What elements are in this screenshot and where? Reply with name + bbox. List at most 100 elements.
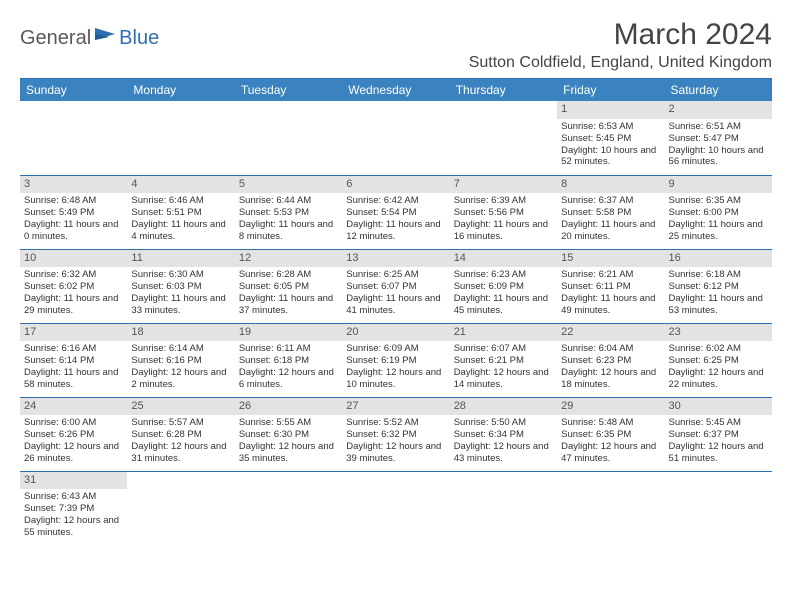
day-number: 9 bbox=[665, 176, 772, 194]
calendar-cell: 25Sunrise: 5:57 AMSunset: 6:28 PMDayligh… bbox=[127, 397, 234, 471]
calendar-cell bbox=[450, 471, 557, 545]
day-body: Sunrise: 6:35 AMSunset: 6:00 PMDaylight:… bbox=[665, 193, 772, 247]
calendar-cell: 20Sunrise: 6:09 AMSunset: 6:19 PMDayligh… bbox=[342, 323, 449, 397]
day-body: Sunrise: 6:04 AMSunset: 6:23 PMDaylight:… bbox=[557, 341, 664, 395]
daylight-line: Daylight: 11 hours and 58 minutes. bbox=[24, 367, 123, 391]
daylight-line: Daylight: 10 hours and 52 minutes. bbox=[561, 145, 660, 169]
day-number: 31 bbox=[20, 472, 127, 490]
daylight-line: Daylight: 11 hours and 33 minutes. bbox=[131, 293, 230, 317]
day-body: Sunrise: 6:02 AMSunset: 6:25 PMDaylight:… bbox=[665, 341, 772, 395]
sunrise-line: Sunrise: 6:07 AM bbox=[454, 343, 553, 355]
calendar-body: 1Sunrise: 6:53 AMSunset: 5:45 PMDaylight… bbox=[20, 101, 772, 545]
calendar-cell: 29Sunrise: 5:48 AMSunset: 6:35 PMDayligh… bbox=[557, 397, 664, 471]
sunrise-line: Sunrise: 6:28 AM bbox=[239, 269, 338, 281]
sunset-line: Sunset: 7:39 PM bbox=[24, 503, 123, 515]
day-body: Sunrise: 6:30 AMSunset: 6:03 PMDaylight:… bbox=[127, 267, 234, 321]
day-body: Sunrise: 6:11 AMSunset: 6:18 PMDaylight:… bbox=[235, 341, 342, 395]
daylight-line: Daylight: 12 hours and 26 minutes. bbox=[24, 441, 123, 465]
day-number: 8 bbox=[557, 176, 664, 194]
logo-text-general: General bbox=[20, 27, 91, 50]
day-header: Sunday bbox=[20, 79, 127, 101]
calendar-cell: 13Sunrise: 6:25 AMSunset: 6:07 PMDayligh… bbox=[342, 249, 449, 323]
day-number: 28 bbox=[450, 398, 557, 416]
day-number: 10 bbox=[20, 250, 127, 268]
day-number: 26 bbox=[235, 398, 342, 416]
sunrise-line: Sunrise: 5:50 AM bbox=[454, 417, 553, 429]
sunrise-line: Sunrise: 6:44 AM bbox=[239, 195, 338, 207]
calendar-cell: 16Sunrise: 6:18 AMSunset: 6:12 PMDayligh… bbox=[665, 249, 772, 323]
calendar-cell: 1Sunrise: 6:53 AMSunset: 5:45 PMDaylight… bbox=[557, 101, 664, 175]
day-number: 23 bbox=[665, 324, 772, 342]
daylight-line: Daylight: 11 hours and 45 minutes. bbox=[454, 293, 553, 317]
day-body: Sunrise: 6:09 AMSunset: 6:19 PMDaylight:… bbox=[342, 341, 449, 395]
day-header: Friday bbox=[557, 79, 664, 101]
page-title: March 2024 bbox=[469, 18, 772, 52]
calendar-cell: 7Sunrise: 6:39 AMSunset: 5:56 PMDaylight… bbox=[450, 175, 557, 249]
daylight-line: Daylight: 12 hours and 31 minutes. bbox=[131, 441, 230, 465]
sunrise-line: Sunrise: 5:45 AM bbox=[669, 417, 768, 429]
sunset-line: Sunset: 6:05 PM bbox=[239, 281, 338, 293]
sunset-line: Sunset: 5:56 PM bbox=[454, 207, 553, 219]
day-number: 4 bbox=[127, 176, 234, 194]
calendar-cell: 31Sunrise: 6:43 AMSunset: 7:39 PMDayligh… bbox=[20, 471, 127, 545]
daylight-line: Daylight: 12 hours and 18 minutes. bbox=[561, 367, 660, 391]
daylight-line: Daylight: 11 hours and 0 minutes. bbox=[24, 219, 123, 243]
sunrise-line: Sunrise: 6:04 AM bbox=[561, 343, 660, 355]
sunset-line: Sunset: 6:26 PM bbox=[24, 429, 123, 441]
daylight-line: Daylight: 11 hours and 37 minutes. bbox=[239, 293, 338, 317]
calendar-cell: 27Sunrise: 5:52 AMSunset: 6:32 PMDayligh… bbox=[342, 397, 449, 471]
sunrise-line: Sunrise: 6:37 AM bbox=[561, 195, 660, 207]
sunrise-line: Sunrise: 5:57 AM bbox=[131, 417, 230, 429]
daylight-line: Daylight: 11 hours and 16 minutes. bbox=[454, 219, 553, 243]
sunrise-line: Sunrise: 6:25 AM bbox=[346, 269, 445, 281]
sunset-line: Sunset: 6:37 PM bbox=[669, 429, 768, 441]
day-body: Sunrise: 6:53 AMSunset: 5:45 PMDaylight:… bbox=[557, 119, 664, 173]
day-body: Sunrise: 6:51 AMSunset: 5:47 PMDaylight:… bbox=[665, 119, 772, 173]
sunrise-line: Sunrise: 6:02 AM bbox=[669, 343, 768, 355]
day-body: Sunrise: 6:48 AMSunset: 5:49 PMDaylight:… bbox=[20, 193, 127, 247]
day-number: 15 bbox=[557, 250, 664, 268]
sunrise-line: Sunrise: 6:39 AM bbox=[454, 195, 553, 207]
calendar-cell: 26Sunrise: 5:55 AMSunset: 6:30 PMDayligh… bbox=[235, 397, 342, 471]
sunset-line: Sunset: 6:02 PM bbox=[24, 281, 123, 293]
sunset-line: Sunset: 6:23 PM bbox=[561, 355, 660, 367]
sunrise-line: Sunrise: 6:11 AM bbox=[239, 343, 338, 355]
calendar-cell bbox=[342, 471, 449, 545]
daylight-line: Daylight: 11 hours and 29 minutes. bbox=[24, 293, 123, 317]
calendar-cell: 2Sunrise: 6:51 AMSunset: 5:47 PMDaylight… bbox=[665, 101, 772, 175]
sunset-line: Sunset: 5:51 PM bbox=[131, 207, 230, 219]
calendar-cell: 10Sunrise: 6:32 AMSunset: 6:02 PMDayligh… bbox=[20, 249, 127, 323]
title-block: March 2024 Sutton Coldfield, England, Un… bbox=[469, 18, 772, 72]
day-number: 3 bbox=[20, 176, 127, 194]
calendar-cell: 15Sunrise: 6:21 AMSunset: 6:11 PMDayligh… bbox=[557, 249, 664, 323]
daylight-line: Daylight: 11 hours and 49 minutes. bbox=[561, 293, 660, 317]
calendar-cell: 5Sunrise: 6:44 AMSunset: 5:53 PMDaylight… bbox=[235, 175, 342, 249]
day-number: 12 bbox=[235, 250, 342, 268]
sunrise-line: Sunrise: 5:55 AM bbox=[239, 417, 338, 429]
calendar-cell bbox=[235, 101, 342, 175]
sunset-line: Sunset: 6:03 PM bbox=[131, 281, 230, 293]
sunrise-line: Sunrise: 6:35 AM bbox=[669, 195, 768, 207]
day-header: Saturday bbox=[665, 79, 772, 101]
logo: General Blue bbox=[20, 26, 159, 51]
daylight-line: Daylight: 12 hours and 51 minutes. bbox=[669, 441, 768, 465]
calendar-cell bbox=[450, 101, 557, 175]
daylight-line: Daylight: 12 hours and 47 minutes. bbox=[561, 441, 660, 465]
header: General Blue March 2024 Sutton Coldfield… bbox=[20, 18, 772, 72]
day-body: Sunrise: 6:43 AMSunset: 7:39 PMDaylight:… bbox=[20, 489, 127, 543]
calendar-cell bbox=[20, 101, 127, 175]
day-number: 25 bbox=[127, 398, 234, 416]
calendar-cell: 11Sunrise: 6:30 AMSunset: 6:03 PMDayligh… bbox=[127, 249, 234, 323]
sunset-line: Sunset: 6:25 PM bbox=[669, 355, 768, 367]
calendar-cell: 23Sunrise: 6:02 AMSunset: 6:25 PMDayligh… bbox=[665, 323, 772, 397]
location: Sutton Coldfield, England, United Kingdo… bbox=[469, 54, 772, 72]
daylight-line: Daylight: 12 hours and 35 minutes. bbox=[239, 441, 338, 465]
daylight-line: Daylight: 12 hours and 6 minutes. bbox=[239, 367, 338, 391]
sunrise-line: Sunrise: 6:16 AM bbox=[24, 343, 123, 355]
sunset-line: Sunset: 6:00 PM bbox=[669, 207, 768, 219]
sunrise-line: Sunrise: 6:48 AM bbox=[24, 195, 123, 207]
day-body: Sunrise: 5:57 AMSunset: 6:28 PMDaylight:… bbox=[127, 415, 234, 469]
day-body: Sunrise: 6:32 AMSunset: 6:02 PMDaylight:… bbox=[20, 267, 127, 321]
day-body: Sunrise: 5:55 AMSunset: 6:30 PMDaylight:… bbox=[235, 415, 342, 469]
calendar-cell bbox=[342, 101, 449, 175]
